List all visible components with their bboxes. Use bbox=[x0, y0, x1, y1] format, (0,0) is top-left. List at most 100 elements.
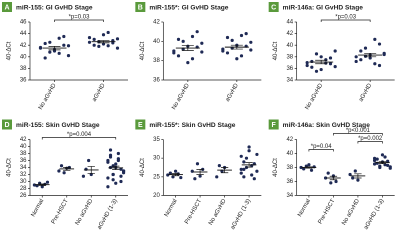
data-point bbox=[48, 40, 52, 44]
error-bar bbox=[63, 167, 71, 171]
error-bar bbox=[354, 173, 362, 179]
error-bar bbox=[364, 52, 377, 58]
y-tick-label: 30 bbox=[153, 156, 160, 162]
data-point bbox=[326, 171, 330, 175]
data-point bbox=[239, 167, 243, 171]
data-point bbox=[255, 169, 259, 173]
y-tick-label: 42 bbox=[286, 31, 293, 37]
data-point bbox=[299, 165, 303, 170]
data-point bbox=[179, 175, 183, 180]
data-point bbox=[324, 58, 328, 62]
data-point bbox=[195, 30, 199, 34]
data-point bbox=[121, 169, 126, 173]
data-point bbox=[380, 153, 385, 157]
data-point bbox=[101, 33, 106, 37]
data-point bbox=[386, 163, 390, 167]
data-point bbox=[62, 43, 66, 47]
data-point bbox=[87, 36, 92, 40]
significance-bracket bbox=[41, 137, 117, 140]
data-point bbox=[181, 39, 185, 43]
error-bar bbox=[87, 166, 95, 174]
panel-title: miR-155: Skin GvHD Stage bbox=[16, 122, 100, 129]
y-tick-label: 40 bbox=[20, 144, 27, 150]
x-tick-label: No aGvHD bbox=[305, 82, 325, 111]
significance-label: *p<0.001 bbox=[346, 128, 371, 134]
data-point bbox=[252, 177, 256, 181]
data-point bbox=[108, 148, 113, 152]
y-axis-label: 40-ΔCt bbox=[273, 41, 279, 60]
x-tick-label: aGvHD (1-3) bbox=[363, 198, 385, 230]
data-point bbox=[372, 162, 377, 166]
data-point bbox=[198, 174, 202, 178]
y-axis-label: 40-ΔCt bbox=[7, 158, 13, 177]
data-point bbox=[43, 56, 47, 60]
x-tick-label: No aGvHD bbox=[38, 82, 58, 111]
significance-label: *p=0.002 bbox=[358, 136, 383, 142]
x-tick-label: aGvHD bbox=[225, 82, 240, 103]
data-point bbox=[200, 41, 204, 45]
y-tick-label: 38 bbox=[286, 165, 293, 171]
error-bar bbox=[38, 183, 46, 186]
significance-bracket bbox=[308, 149, 334, 152]
error-bar bbox=[181, 45, 194, 51]
data-point bbox=[87, 158, 91, 163]
data-point bbox=[386, 159, 390, 163]
data-point bbox=[307, 163, 311, 167]
data-point bbox=[66, 44, 71, 48]
data-point bbox=[333, 49, 337, 53]
data-point bbox=[38, 45, 43, 50]
data-point bbox=[334, 179, 338, 184]
data-point bbox=[383, 155, 387, 159]
data-point bbox=[247, 145, 251, 149]
data-point bbox=[106, 160, 110, 164]
data-point bbox=[225, 35, 230, 40]
data-point bbox=[62, 171, 66, 175]
data-point bbox=[239, 54, 244, 58]
data-point bbox=[221, 49, 225, 53]
data-point bbox=[372, 156, 377, 160]
error-bar bbox=[171, 173, 180, 177]
data-point bbox=[255, 152, 259, 157]
data-point bbox=[200, 50, 204, 54]
error-bar bbox=[196, 169, 204, 175]
data-point bbox=[97, 44, 101, 48]
y-tick-label: 35 bbox=[153, 137, 160, 143]
significance-label: *p=0.004 bbox=[67, 132, 92, 138]
x-tick-label: Pre-HSCT bbox=[51, 198, 70, 225]
data-point bbox=[59, 164, 64, 168]
x-tick-label: aGvHD bbox=[358, 82, 373, 103]
data-point bbox=[305, 63, 309, 68]
x-tick-label: Pre-HSCT bbox=[184, 198, 203, 225]
data-point bbox=[310, 59, 314, 64]
y-tick-label: 36 bbox=[20, 78, 27, 84]
data-point bbox=[382, 52, 386, 57]
y-tick-label: 32 bbox=[20, 172, 27, 178]
data-point bbox=[329, 181, 333, 185]
data-point bbox=[319, 55, 323, 59]
data-point bbox=[176, 37, 181, 42]
y-axis-label: 40-ΔCt bbox=[273, 158, 279, 177]
panel-title: miR-155: GI GvHD Stage bbox=[16, 4, 93, 11]
page: {"chart_data": [ {"type": "scatter", "la… bbox=[2, 2, 395, 231]
y-tick-label: 40 bbox=[286, 151, 293, 157]
y-tick-label: 28 bbox=[20, 186, 27, 192]
y-tick-label: 42 bbox=[20, 137, 27, 143]
x-tick-label: No aGvHD bbox=[75, 198, 95, 227]
y-axis-label: 40-ΔCt bbox=[140, 158, 146, 177]
y-tick-label: 44 bbox=[286, 20, 293, 26]
data-point bbox=[351, 176, 355, 180]
error-bar bbox=[305, 166, 313, 169]
y-tick-label: 42 bbox=[153, 20, 160, 26]
data-point bbox=[115, 46, 120, 50]
error-bar bbox=[48, 46, 61, 51]
data-point bbox=[359, 58, 363, 62]
data-point bbox=[377, 42, 382, 46]
y-tick-label: 36 bbox=[153, 78, 160, 84]
data-point bbox=[302, 167, 306, 171]
panel-letter-box bbox=[268, 119, 279, 130]
significance-label: *p=0.04 bbox=[311, 144, 333, 150]
data-point bbox=[106, 185, 110, 189]
data-point bbox=[114, 162, 118, 166]
